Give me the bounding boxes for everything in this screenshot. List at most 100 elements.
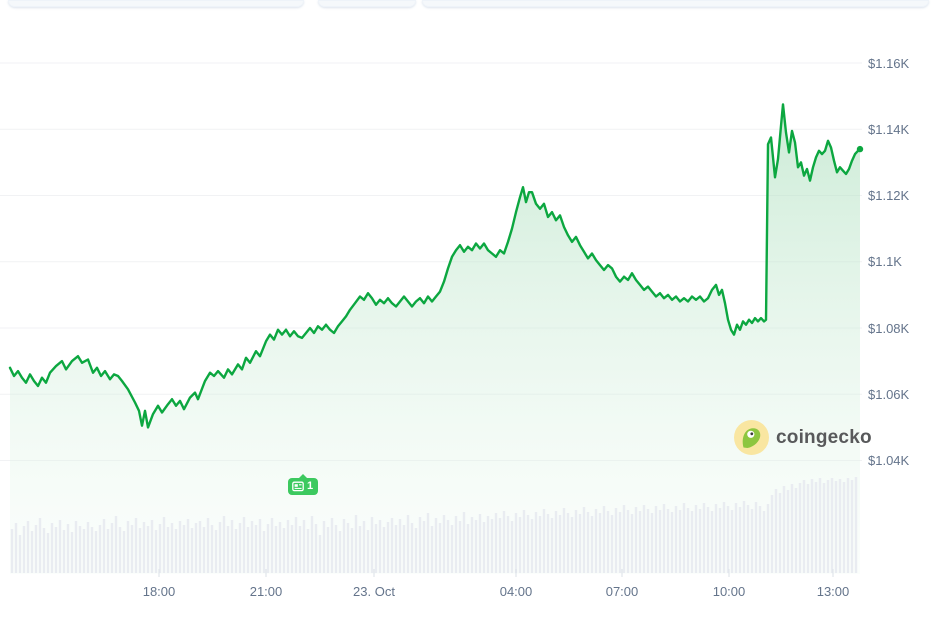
volume-bar <box>114 516 118 573</box>
volume-bar <box>210 525 214 573</box>
volume-bar <box>82 529 86 573</box>
volume-bar <box>262 531 266 573</box>
volume-bar <box>46 533 50 573</box>
volume-bar <box>386 522 390 573</box>
volume-bar <box>582 507 586 573</box>
volume-bar <box>426 513 430 573</box>
volume-bar <box>366 530 370 573</box>
volume-bar <box>158 524 162 573</box>
volume-bar <box>646 509 650 573</box>
volume-bar <box>166 527 170 573</box>
price-area-fill <box>10 104 860 575</box>
volume-bar <box>322 521 326 573</box>
volume-bar <box>562 508 566 573</box>
volume-bar <box>502 511 506 573</box>
news-annotation-badge[interactable]: 1 <box>288 474 319 495</box>
volume-bar <box>754 502 758 573</box>
volume-bar <box>590 516 594 573</box>
volume-bar <box>538 516 542 573</box>
volume-bar <box>510 521 514 573</box>
volume-bar <box>218 522 222 573</box>
volume-bar <box>534 512 538 573</box>
volume-bar <box>54 527 58 573</box>
volume-bar <box>330 518 334 573</box>
volume-bar <box>454 516 458 573</box>
volume-bar <box>522 510 526 573</box>
volume-bar <box>194 523 198 573</box>
volume-bar <box>278 522 282 573</box>
y-axis-tick-label: $1.06K <box>868 386 910 402</box>
volume-bar <box>770 495 774 573</box>
y-axis-tick-label: $1.04K <box>868 453 910 468</box>
volume-bar <box>90 527 94 573</box>
volume-bar <box>546 514 550 573</box>
volume-bar <box>286 520 290 573</box>
volume-bar <box>458 521 462 573</box>
volume-bar <box>602 506 606 573</box>
x-axis-tick-label: 21:00 <box>249 584 283 599</box>
volume-bar <box>14 523 18 573</box>
y-axis-tick-label: $1.12K <box>868 188 910 203</box>
volume-bar <box>758 506 762 573</box>
volume-bar <box>418 517 422 573</box>
volume-bar <box>618 512 622 573</box>
volume-bar <box>438 523 442 573</box>
volume-bar <box>842 482 846 573</box>
volume-bar <box>102 519 106 573</box>
volume-bar <box>598 513 602 573</box>
volume-bar <box>350 528 354 573</box>
news-annotation-count: 1 <box>307 480 314 492</box>
volume-bar <box>254 525 258 573</box>
volume-bar <box>822 483 826 573</box>
volume-bar <box>782 486 786 573</box>
volume-bar <box>702 503 706 573</box>
volume-bar <box>362 521 366 573</box>
volume-bar <box>66 524 70 573</box>
toolbar-button-remnant[interactable] <box>422 0 929 7</box>
volume-bar <box>766 504 770 573</box>
volume-bar <box>694 505 698 573</box>
volume-bar <box>190 528 194 573</box>
volume-bar <box>722 502 726 573</box>
price-end-dot <box>856 145 864 153</box>
volume-bar <box>42 528 46 573</box>
volume-bar <box>622 505 626 573</box>
volume-bar <box>814 482 818 573</box>
volume-bar <box>126 521 130 573</box>
volume-bar <box>34 525 38 573</box>
volume-bar <box>670 512 674 573</box>
volume-bar <box>198 521 202 573</box>
volume-bar <box>302 520 306 573</box>
volume-bar <box>78 526 82 573</box>
price-line <box>8 103 862 429</box>
toolbar-button-remnant[interactable] <box>318 0 416 7</box>
volume-bar <box>834 481 838 573</box>
volume-bar <box>446 520 450 573</box>
volume-bar <box>98 525 102 573</box>
volume-bar <box>430 526 434 573</box>
volume-bar <box>746 505 750 573</box>
volume-bar <box>382 527 386 573</box>
volume-bar <box>402 525 406 573</box>
volume-bar <box>242 517 246 573</box>
volume-bar <box>150 520 154 573</box>
volume-bar <box>266 524 270 573</box>
volume-bar <box>74 521 78 573</box>
volume-bar <box>662 504 666 573</box>
volume-bar <box>798 483 802 573</box>
y-axis-tick-label: $1.1K <box>868 254 902 270</box>
coingecko-watermark: coingecko <box>734 420 872 455</box>
volume-bar <box>638 511 642 573</box>
volume-bar <box>494 513 498 573</box>
coingecko-wordmark: coingecko <box>776 426 872 448</box>
volume-bar <box>846 478 850 573</box>
volume-bar <box>690 511 694 573</box>
volume-bar <box>854 477 858 573</box>
volume-bar <box>530 519 534 573</box>
toolbar-button-remnant[interactable] <box>8 0 304 7</box>
volume-bar <box>650 513 654 573</box>
volume-bar <box>358 526 362 573</box>
volume-bar <box>686 508 690 573</box>
volume-bar <box>610 515 614 573</box>
